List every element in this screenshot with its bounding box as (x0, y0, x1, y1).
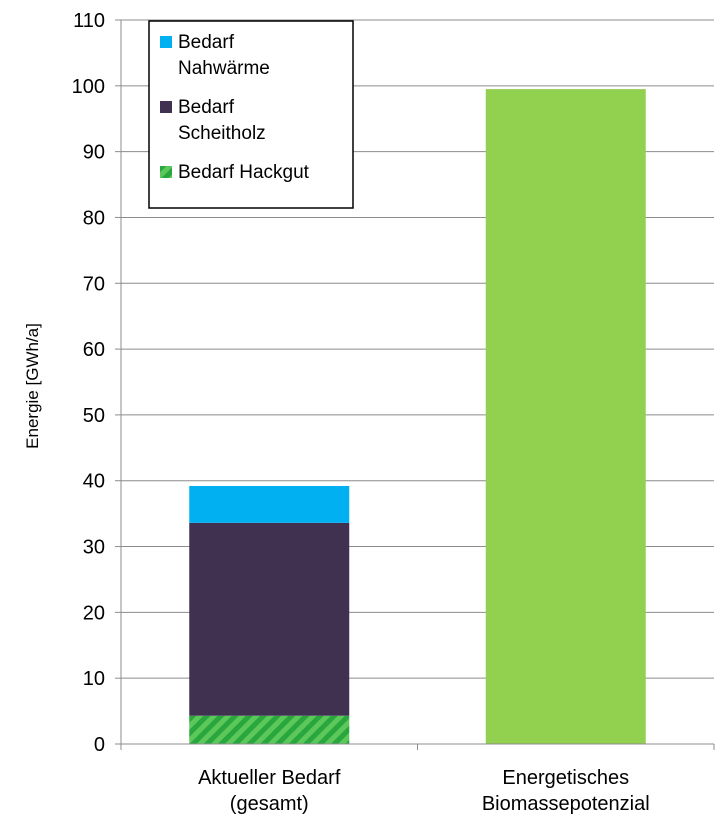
y-tick-label: 80 (83, 207, 105, 229)
x-category-label: Aktueller Bedarf (198, 767, 341, 789)
y-tick-label: 40 (83, 471, 105, 493)
x-category-labels: Aktueller Bedarf (gesamt) Energetisches Bio… (198, 767, 650, 815)
bars (189, 89, 646, 745)
y-tick-label: 60 (83, 339, 105, 361)
y-tick-label: 90 (83, 142, 105, 164)
legend-swatch-bedarf-nahw-rme (160, 36, 172, 48)
legend-box (148, 20, 354, 209)
x-category-label: (gesamt) (230, 793, 309, 815)
bar-bedarf-nahw-rme (189, 485, 350, 523)
legend-swatch-bedarf-scheitholz (160, 101, 172, 113)
legend-swatch-bedarf-hackgut (160, 166, 172, 178)
y-tick-label: 70 (83, 273, 105, 295)
y-tick-label: 0 (94, 734, 105, 756)
axes (115, 19, 715, 750)
legend-label: Nahwärme (178, 58, 270, 79)
x-category-label: Biomassepotenzial (482, 793, 650, 815)
legend: Bedarf Nahwärme Bedarf Scheitholz Bedarf Hac… (148, 20, 354, 209)
y-tick-labels: 0 10 20 30 40 50 60 70 80 90 100 110 (72, 10, 105, 756)
y-tick-label: 110 (73, 10, 105, 32)
y-axis-label: Energie [GWh/a] (23, 323, 42, 449)
bar-series-3 (485, 89, 646, 745)
x-category-label: Energetisches (502, 767, 629, 789)
y-tick-label: 20 (83, 602, 105, 624)
y-tick-label: 100 (72, 76, 105, 98)
y-tick-label: 30 (83, 537, 105, 559)
legend-label: Bedarf (178, 32, 235, 53)
legend-label: Bedarf (178, 97, 235, 118)
bar-bedarf-hackgut (189, 715, 350, 744)
y-tick-label: 50 (83, 405, 105, 427)
legend-label: Bedarf Hackgut (178, 162, 310, 183)
y-tick-label: 10 (83, 668, 105, 690)
legend-label: Scheitholz (178, 123, 266, 144)
bar-bedarf-scheitholz (189, 522, 350, 716)
